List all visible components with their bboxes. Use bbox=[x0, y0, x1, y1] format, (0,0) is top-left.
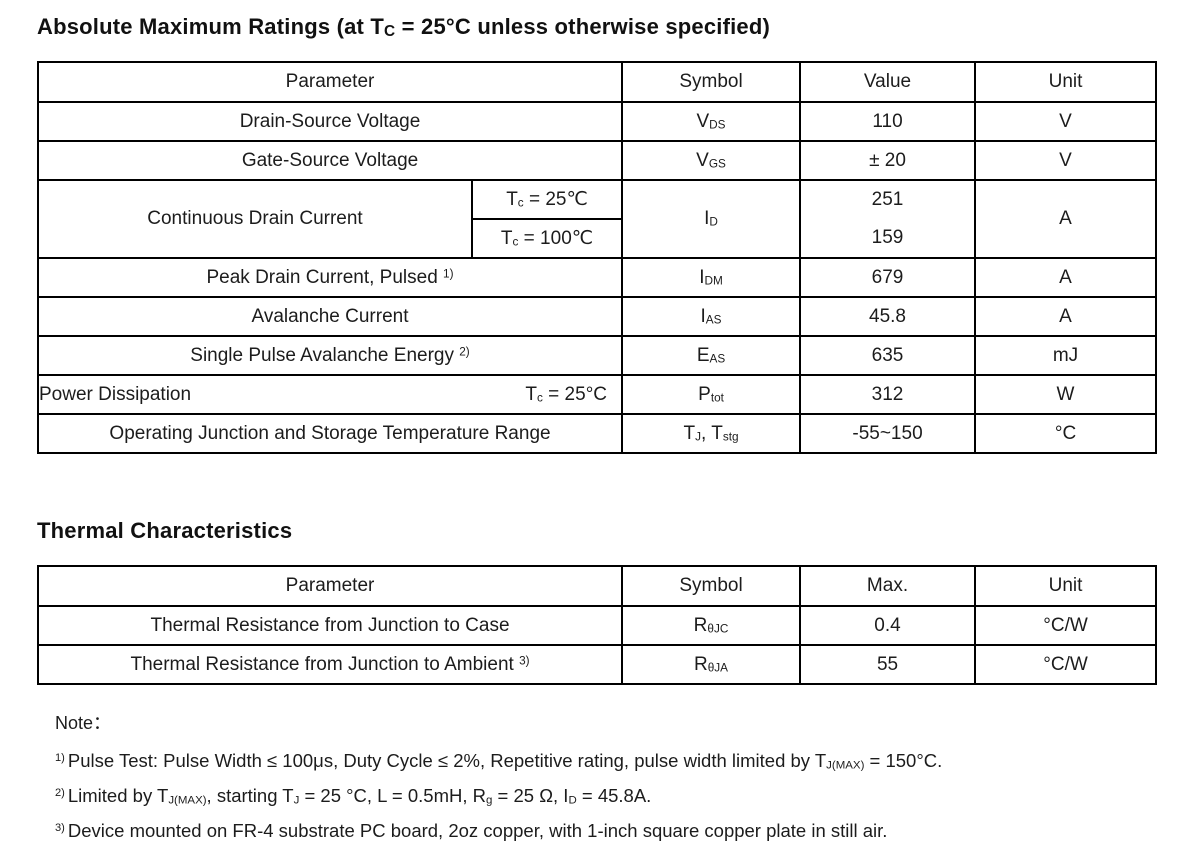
thermal-title: Thermal Characteristics bbox=[37, 518, 293, 543]
param-cell: Single Pulse Avalanche Energy 2) bbox=[36, 335, 624, 376]
thermal-header-max: Max. bbox=[799, 565, 977, 607]
note-1: 1) Pulse Test: Pulse Width ≤ 100μs, Duty … bbox=[55, 750, 943, 772]
value-tc100: 159 bbox=[871, 227, 904, 248]
value-cell: 312 bbox=[799, 374, 977, 415]
symbol-cell: ID bbox=[621, 179, 802, 259]
thermal-row-junction-to-case: Thermal Resistance from Junction to Case… bbox=[36, 605, 1158, 646]
thermal-header-unit: Unit bbox=[974, 565, 1158, 607]
abs-header-value: Value bbox=[799, 61, 977, 103]
abs-row-avalanche-current: Avalanche Current IAS 45.8 A bbox=[36, 296, 1158, 337]
abs-max-table: Parameter Symbol Value Unit Drain-Source… bbox=[36, 61, 1158, 454]
symbol-cell: RθJA bbox=[621, 644, 802, 685]
unit-cell: A bbox=[974, 296, 1158, 337]
unit-cell: °C bbox=[974, 413, 1158, 454]
abs-header-row: Parameter Symbol Value Unit bbox=[36, 61, 1158, 103]
symbol-cell: IAS bbox=[621, 296, 802, 337]
symbol-cell: VGS bbox=[621, 140, 802, 181]
note-label: Note： bbox=[55, 713, 112, 733]
symbol-cell: Ptot bbox=[621, 374, 802, 415]
abs-header-unit: Unit bbox=[974, 61, 1158, 103]
value-cell: -55~150 bbox=[799, 413, 977, 454]
unit-cell: mJ bbox=[974, 335, 1158, 376]
thermal-table: Parameter Symbol Max. Unit Thermal Resis… bbox=[36, 565, 1158, 685]
param-cell: Thermal Resistance from Junction to Ambi… bbox=[36, 644, 624, 685]
unit-cell: A bbox=[974, 179, 1158, 259]
param-cell: Peak Drain Current, Pulsed 1) bbox=[36, 257, 624, 298]
abs-row-continuous-drain-current-tc100: Tc = 100℃ bbox=[38, 218, 1156, 259]
param-label: Power Dissipation bbox=[39, 383, 192, 405]
value-cell: 45.8 bbox=[799, 296, 977, 337]
abs-row-continuous-drain-current: Continuous Drain Current Tc = 25℃ ID 251… bbox=[37, 179, 1158, 259]
thermal-header-parameter: Parameter bbox=[36, 565, 624, 607]
condition-cell-tc25: Tc = 25℃ bbox=[470, 179, 624, 220]
param-cell: Gate-Source Voltage bbox=[36, 140, 624, 181]
value-cell: 0.4 bbox=[799, 605, 977, 646]
value-cell: 251 159 bbox=[799, 179, 977, 259]
value-tc25: 251 bbox=[871, 189, 904, 210]
unit-cell: V bbox=[974, 140, 1158, 181]
abs-header-symbol: Symbol bbox=[621, 61, 802, 103]
param-cell: Operating Junction and Storage Temperatu… bbox=[36, 413, 624, 454]
thermal-header-row: Parameter Symbol Max. Unit bbox=[36, 565, 1158, 607]
abs-row-operating-temperature-range: Operating Junction and Storage Temperatu… bbox=[36, 413, 1158, 454]
symbol-cell: RθJC bbox=[621, 605, 802, 646]
param-cell: Thermal Resistance from Junction to Case bbox=[36, 605, 624, 646]
abs-row-gate-source-voltage: Gate-Source Voltage VGS ± 20 V bbox=[36, 140, 1158, 181]
value-cell: 679 bbox=[799, 257, 977, 298]
symbol-cell: IDM bbox=[621, 257, 802, 298]
condition-label: Tc = 25°C bbox=[525, 383, 608, 405]
symbol-cell: EAS bbox=[621, 335, 802, 376]
note-2: 2) Limited by TJ(MAX), starting TJ = 25 °… bbox=[55, 785, 652, 807]
unit-cell: °C/W bbox=[974, 644, 1158, 685]
note-3: 3) Device mounted on FR-4 substrate PC bo… bbox=[55, 820, 888, 841]
symbol-cell: TJ, Tstg bbox=[621, 413, 802, 454]
param-cell: Power Dissipation Tc = 25°C bbox=[36, 374, 624, 415]
param-cell: Continuous Drain Current bbox=[37, 179, 473, 259]
unit-cell: °C/W bbox=[974, 605, 1158, 646]
unit-cell: W bbox=[974, 374, 1158, 415]
value-cell: ± 20 bbox=[799, 140, 977, 181]
abs-row-peak-drain-current: Peak Drain Current, Pulsed 1) IDM 679 A bbox=[36, 257, 1158, 298]
unit-cell: A bbox=[974, 257, 1158, 298]
unit-cell: V bbox=[974, 101, 1158, 142]
value-cell: 635 bbox=[799, 335, 977, 376]
condition-cell-tc100: Tc = 100℃ bbox=[470, 218, 624, 259]
abs-max-title: Absolute Maximum Ratings (at TC = 25°C u… bbox=[37, 14, 771, 40]
value-cell: 55 bbox=[799, 644, 977, 685]
value-cell: 110 bbox=[799, 101, 977, 142]
param-cell: Avalanche Current bbox=[36, 296, 624, 337]
symbol-cell: VDS bbox=[621, 101, 802, 142]
section-spacer bbox=[37, 454, 1155, 518]
abs-header-parameter: Parameter bbox=[36, 61, 624, 103]
abs-row-single-pulse-avalanche-energy: Single Pulse Avalanche Energy 2) EAS 635… bbox=[36, 335, 1158, 376]
abs-row-power-dissipation: Power Dissipation Tc = 25°C Ptot 312 W bbox=[36, 374, 1158, 415]
thermal-row-junction-to-ambient: Thermal Resistance from Junction to Ambi… bbox=[36, 644, 1158, 685]
abs-row-drain-source-voltage: Drain-Source Voltage VDS 110 V bbox=[36, 101, 1158, 142]
notes-section: Note： 1) Pulse Test: Pulse Width ≤ 100μs,… bbox=[55, 709, 1155, 848]
param-cell: Drain-Source Voltage bbox=[36, 101, 624, 142]
thermal-header-symbol: Symbol bbox=[621, 565, 802, 607]
